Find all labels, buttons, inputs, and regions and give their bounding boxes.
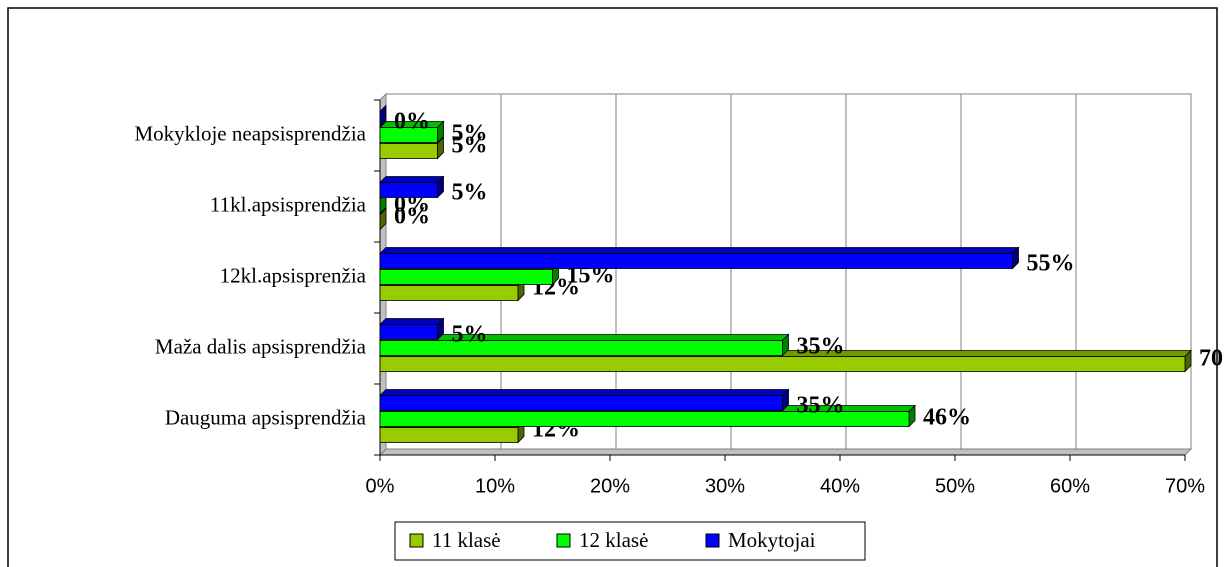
legend-box bbox=[394, 521, 866, 561]
bar-top bbox=[379, 247, 1020, 254]
bar bbox=[379, 285, 519, 301]
x-tick-label: 0% bbox=[366, 475, 395, 497]
x-tick-label: 10% bbox=[475, 475, 515, 497]
x-tick-label: 40% bbox=[820, 475, 860, 497]
x-tick-label: 30% bbox=[705, 475, 745, 497]
y-tick-label: Dauguma apsisprendžia bbox=[165, 405, 367, 429]
data-label: 5% bbox=[452, 180, 488, 206]
data-label: 0% bbox=[394, 109, 430, 135]
plot-floor bbox=[378, 448, 1193, 456]
bar bbox=[379, 253, 1013, 269]
y-tick-label: Mokykloje neapsisprendžia bbox=[134, 121, 366, 145]
bar bbox=[379, 395, 783, 411]
data-label: 35% bbox=[797, 334, 845, 360]
data-label: 35% bbox=[797, 393, 845, 419]
data-label: 70% bbox=[1199, 346, 1225, 372]
legend-label: 12 klasė bbox=[579, 528, 648, 552]
bar bbox=[379, 340, 783, 356]
legend-label: 11 klasė bbox=[432, 528, 501, 552]
bar bbox=[379, 427, 519, 443]
y-tick-label: 12kl.apsisprenžia bbox=[220, 263, 367, 287]
legend-swatch bbox=[556, 533, 571, 548]
legend-swatch bbox=[705, 533, 720, 548]
bar bbox=[379, 127, 438, 143]
legend-swatch bbox=[409, 533, 424, 548]
legend-label: Mokytojai bbox=[728, 528, 816, 552]
data-label: 55% bbox=[1027, 251, 1075, 277]
data-label: 0% bbox=[394, 204, 430, 230]
x-tick-label: 50% bbox=[935, 475, 975, 497]
bar-side bbox=[379, 104, 387, 128]
bar-side bbox=[379, 207, 387, 231]
data-label: 46% bbox=[923, 405, 971, 431]
bar bbox=[379, 143, 438, 159]
y-tick-label: 11kl.apsisprendžia bbox=[210, 192, 367, 216]
x-tick-label: 70% bbox=[1165, 475, 1205, 497]
bar bbox=[379, 356, 1186, 372]
data-label: 5% bbox=[452, 121, 488, 147]
x-tick-label: 20% bbox=[590, 475, 630, 497]
bar-top bbox=[379, 389, 790, 396]
bar bbox=[379, 324, 438, 340]
bar-top bbox=[379, 318, 445, 325]
data-label: 5% bbox=[452, 133, 488, 159]
bar bbox=[379, 182, 438, 198]
bar bbox=[379, 269, 553, 285]
x-tick-label: 60% bbox=[1050, 475, 1090, 497]
bar bbox=[379, 411, 910, 427]
bar-top bbox=[379, 176, 445, 183]
y-tick-label: Maža dalis apsisprendžia bbox=[155, 334, 367, 358]
data-label: 5% bbox=[452, 322, 488, 348]
